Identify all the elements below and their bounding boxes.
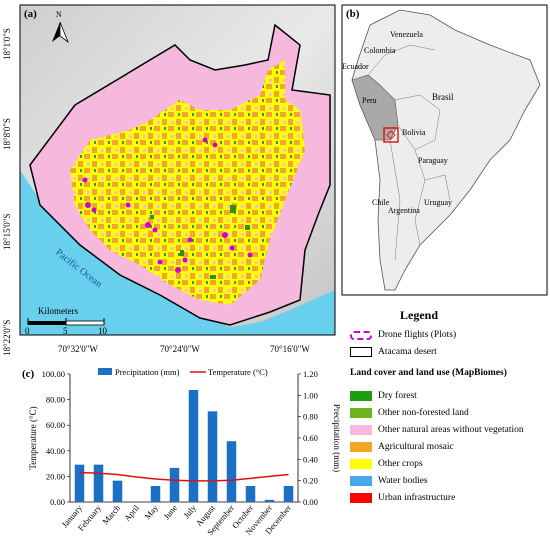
lon-tick-1: 70°32'0"W <box>58 344 98 354</box>
legend-item-water: Water bodies <box>350 474 428 488</box>
left-tick-label: 40.00 <box>46 446 65 456</box>
right-tick-label: 0.60 <box>303 433 318 443</box>
country-paraguay: Paraguay <box>418 156 448 165</box>
panel-a-label: (a) <box>24 8 37 20</box>
legend-item-natural-areas: Other natural areas without vegetation <box>350 423 524 437</box>
country-argentina: Argentina <box>388 206 420 215</box>
right-tick-label: 1.00 <box>303 390 318 400</box>
temperature-line <box>79 471 289 482</box>
left-tick-label: 100.00 <box>42 369 65 379</box>
legend-title: Legend <box>400 308 439 322</box>
legend-precip-swatch <box>98 368 112 375</box>
forest-patches <box>150 205 250 279</box>
legend-swatch <box>350 493 372 503</box>
scale-title: Kilometers <box>38 306 78 316</box>
north-arrow-icon <box>52 21 69 44</box>
lat-tick-2: 18°8'0"S <box>2 118 12 150</box>
north-label: N <box>56 10 62 19</box>
scale-bar <box>27 318 105 326</box>
precip-bar <box>74 464 85 502</box>
lat-tick-1: 18°1'0"S <box>2 28 12 60</box>
legend-item-dry-forest: Dry forest <box>350 389 417 403</box>
drone-swatch <box>350 330 372 340</box>
left-tick-label: 20.00 <box>46 471 65 481</box>
lon-tick-3: 70°16'0"W <box>270 344 310 354</box>
lat-tick-4: 18°22'0"S <box>2 319 12 356</box>
country-venezuela: Venezuela <box>390 30 423 39</box>
scale-tick-0: 0 <box>25 326 30 336</box>
y-axis-left-title: Temperature (°C) <box>28 406 38 469</box>
ocean-area <box>20 170 335 335</box>
south-america-map <box>340 0 550 300</box>
scale-tick-10: 10 <box>98 326 107 336</box>
country-chile: Chile <box>372 198 390 207</box>
precip-bar <box>264 499 275 502</box>
precip-bar <box>93 464 104 502</box>
legend-desert: Atacama desert <box>350 345 437 359</box>
right-tick-label: 0.20 <box>303 476 318 486</box>
country-uruguay: Uruguay <box>424 198 452 207</box>
country-peru: Peru <box>362 96 377 105</box>
legend-temp-label: Temperature (°C) <box>208 367 268 377</box>
lon-tick-2: 70°24'0"W <box>160 344 200 354</box>
drone-plots <box>82 137 253 273</box>
agricultural-zone <box>70 60 305 305</box>
legend-swatch <box>350 408 372 418</box>
precip-bar <box>169 467 180 502</box>
legend-drone: Drone flights (Plots) <box>350 328 456 342</box>
right-tick-label: 1.20 <box>303 369 318 379</box>
panel-b-label: (b) <box>346 8 360 20</box>
x-tick-label: May <box>142 502 160 521</box>
legend-swatch <box>350 425 372 435</box>
y-axis-right-title: Precipitation (mm) <box>332 404 340 472</box>
scale-tick-5: 5 <box>63 326 68 336</box>
legend-swatch <box>350 476 372 486</box>
x-tick-label: June <box>161 503 179 522</box>
legend-swatch <box>350 459 372 469</box>
climate-chart-svg: 0.00 20.00 40.00 60.00 80.00 100.00 0.00 0.20 0.… <box>28 367 340 537</box>
x-tick-label: March <box>100 502 122 526</box>
legend-item-other-crops: Other crops <box>350 457 423 471</box>
study-area-map <box>0 0 340 360</box>
precip-bar <box>150 486 161 502</box>
study-site-marker <box>383 127 399 143</box>
desert-swatch <box>350 347 372 357</box>
left-tick-label: 0.00 <box>50 497 65 507</box>
precip-bar <box>188 390 199 502</box>
precip-bar <box>226 441 237 502</box>
right-tick-label: 0.80 <box>303 412 318 422</box>
legend-item-urban: Urban infrastructure <box>350 491 455 505</box>
legend-swatch <box>350 442 372 452</box>
country-ecuador: Ecuador <box>342 62 369 71</box>
climate-chart: 0.00 20.00 40.00 60.00 80.00 100.00 0.00 0.20 0.… <box>0 364 340 548</box>
left-tick-label: 60.00 <box>46 420 65 430</box>
precip-bar <box>207 411 218 502</box>
legend-item-non-forested: Other non-forested land <box>350 406 469 420</box>
left-tick-label: 80.00 <box>46 395 65 405</box>
legend-item-agri-mosaic: Agricultural mosaic <box>350 440 454 454</box>
country-bolivia: Bolivia <box>402 128 426 137</box>
precip-bar <box>245 486 256 502</box>
precip-bar <box>283 486 294 502</box>
legend-precip-label: Precipitation (mm) <box>115 367 180 377</box>
legend-swatch <box>350 391 372 401</box>
lat-tick-3: 18°15'0"S <box>2 213 12 250</box>
x-tick-label: April <box>122 502 142 523</box>
landcover-title: Land cover and land use (MapBiomes) <box>350 368 507 378</box>
country-colombia: Colombia <box>364 46 396 55</box>
right-tick-label: 0.00 <box>303 497 318 507</box>
panel-c-label: (c) <box>22 368 35 380</box>
country-brasil: Brasil <box>432 92 454 102</box>
precip-bar <box>112 480 123 502</box>
right-tick-label: 0.40 <box>303 454 318 464</box>
